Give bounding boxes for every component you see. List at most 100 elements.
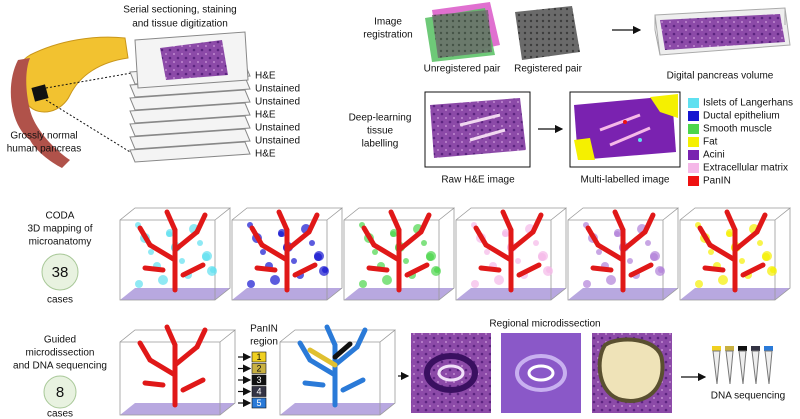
tissue-voxel (421, 240, 427, 246)
case-count: 8 (56, 384, 64, 401)
duct-branch (620, 229, 648, 253)
tube-cap (738, 346, 747, 351)
stain-label: Unstained (255, 97, 300, 108)
duct-branch (590, 265, 614, 273)
tissue-voxel (515, 258, 521, 264)
tissue-voxel (166, 229, 174, 237)
duct-branch (396, 229, 424, 253)
tissue-voxel (739, 258, 745, 264)
duct-branch (297, 340, 313, 363)
pancreas-illustration (10, 36, 161, 168)
duct-branch (516, 262, 542, 278)
duct-branch (194, 327, 208, 350)
legend-swatch (688, 124, 699, 134)
step-label: Image (374, 17, 402, 28)
tissue-voxel (583, 280, 591, 288)
tissue-voxel (708, 249, 714, 255)
tissue-voxel (762, 251, 772, 261)
duct-branch (595, 242, 626, 263)
volume-floor (680, 288, 790, 300)
slide-stack: H&E Unstained Unstained H&E Unstained Unstain… (129, 31, 300, 163)
volume-floor (280, 403, 395, 415)
duct-branch (500, 209, 514, 233)
slide (129, 128, 251, 150)
tissue-voxel (658, 267, 664, 273)
volume-box (279, 329, 397, 416)
pancreas-label: human pancreas (7, 144, 82, 155)
duct-branch (340, 377, 366, 393)
raw-image (424, 91, 531, 168)
duct-branch (404, 262, 430, 278)
step-label: registration (363, 30, 412, 41)
stain-label: Unstained (255, 123, 300, 134)
tube (725, 350, 734, 385)
tissue-voxel (494, 275, 504, 285)
region-box (251, 386, 267, 397)
duct-branch (585, 225, 601, 248)
duct-branch (754, 212, 768, 235)
tissue-section (160, 40, 228, 80)
tissue-voxel (614, 229, 622, 237)
legend-swatch (688, 137, 699, 147)
duct-branch (147, 242, 178, 263)
step-label: Deep-learning (349, 113, 412, 124)
tissue-voxel (546, 267, 552, 273)
legend-label: PanIN (703, 176, 731, 187)
duct-branch (306, 212, 320, 235)
tube-cap (712, 346, 721, 351)
legend: Islets of Langerhans Ductal epithelium Smo… (688, 98, 793, 187)
section-title: Serial sectioning, staining (123, 5, 236, 16)
duct-branch (628, 262, 654, 278)
duct-branch (147, 357, 178, 378)
duct-branch (142, 265, 166, 273)
volume-floor (568, 288, 678, 300)
tissue-voxel (434, 267, 440, 273)
tissue-voxel (291, 258, 297, 264)
tissue-voxel (314, 251, 324, 261)
slide (129, 89, 251, 111)
case-unit: cases (47, 409, 73, 419)
duct-branch (388, 209, 402, 233)
pancreas-label: Grossly normal (10, 131, 77, 142)
legend-swatch (688, 163, 699, 173)
volume-box (455, 207, 568, 301)
image-caption: Digital pancreas volume (667, 71, 774, 82)
tube-cap (725, 346, 734, 351)
duct-branch (332, 344, 360, 368)
volume-floor (456, 288, 566, 300)
case-count: 38 (52, 264, 69, 281)
duct-branch (284, 229, 312, 253)
count-badge (41, 253, 79, 291)
tissue-voxel (247, 280, 255, 288)
count-badge (43, 375, 77, 409)
tissue-voxel (606, 275, 616, 285)
duct-branch (254, 265, 278, 273)
region-box (251, 351, 267, 363)
tissue-voxel (158, 275, 168, 285)
slide (129, 102, 251, 124)
region-box (251, 363, 267, 374)
tube (764, 350, 773, 385)
tissue-voxel (210, 267, 216, 273)
tissue-voxel (359, 280, 367, 288)
tissue-voxel (179, 258, 185, 264)
tube-cap (751, 346, 760, 351)
duct-branch (483, 242, 514, 263)
region-number: 1 (256, 352, 261, 362)
tissue-voxel (757, 240, 763, 246)
duct-branch (172, 229, 200, 253)
image-caption: Multi-labelled image (581, 175, 670, 186)
duct-branch (164, 209, 178, 233)
coda-volumes (119, 207, 792, 416)
tissue-voxel (533, 240, 539, 246)
microdissection-title: Regional microdissection (489, 319, 600, 330)
duct-branch (292, 262, 318, 278)
tissue-image (515, 6, 580, 60)
tissue-voxel (471, 280, 479, 288)
duct-branch (702, 265, 726, 273)
duct-branch (354, 327, 368, 350)
duct-branch (259, 242, 290, 263)
duct-branch (697, 225, 713, 248)
tissue-voxel (718, 275, 728, 285)
